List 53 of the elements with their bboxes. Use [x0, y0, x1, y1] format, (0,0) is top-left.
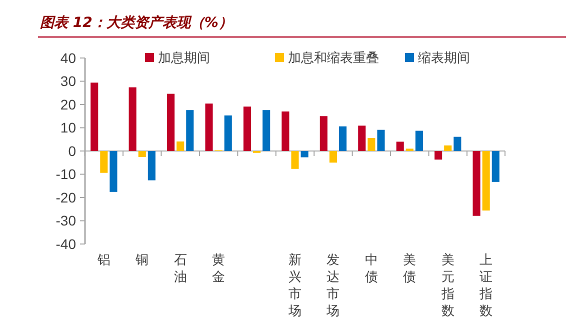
y-tick-label: -10	[56, 166, 76, 182]
bar	[148, 151, 156, 180]
bar	[358, 126, 366, 151]
bar	[368, 138, 376, 151]
x-tick-label: 发达市场	[326, 253, 340, 319]
bar	[329, 151, 337, 163]
bar	[167, 94, 175, 151]
bar	[396, 142, 404, 151]
x-tick-label: 美元指数	[440, 252, 454, 319]
bar	[492, 151, 500, 182]
bar	[444, 145, 452, 151]
bar	[377, 130, 385, 151]
bar	[176, 141, 184, 151]
y-tick-label: 20	[60, 96, 76, 112]
bar	[482, 151, 490, 211]
x-tick-label: 黄金	[212, 253, 226, 285]
bar	[90, 82, 98, 151]
x-tick-label: 铝	[96, 253, 110, 268]
bar	[338, 126, 347, 151]
bar	[128, 87, 136, 151]
bar	[262, 110, 270, 151]
chart-title: 图表 12：大类资产表现（%）	[40, 14, 232, 31]
bar	[454, 136, 462, 151]
bar	[320, 116, 328, 151]
x-tick-label: 美债	[403, 252, 416, 285]
y-tick-label: 40	[60, 50, 76, 66]
y-tick-label: -20	[56, 189, 76, 206]
y-tick-label: -30	[56, 212, 76, 229]
bar	[282, 111, 290, 151]
bar	[186, 110, 194, 151]
x-tick-label: 新兴市场	[288, 253, 302, 319]
x-tick-label: 上证指数	[478, 253, 493, 319]
x-tick-label: 石油	[174, 253, 187, 285]
bar	[291, 151, 299, 169]
bar	[415, 130, 423, 151]
bar	[300, 151, 308, 158]
y-tick-label: -40	[56, 236, 76, 252]
bar	[434, 151, 442, 160]
legend-label: 加息期间	[158, 51, 210, 66]
bar	[110, 151, 118, 192]
bar	[138, 151, 146, 158]
bar	[205, 104, 213, 151]
y-tick-label: 30	[60, 73, 76, 90]
bar	[224, 115, 232, 151]
x-tick-label: 中债	[364, 253, 378, 285]
legend-label: 加息和缩表重叠	[288, 51, 379, 66]
x-tick-label: 铜	[134, 253, 149, 268]
bar	[243, 106, 252, 151]
bar	[100, 151, 108, 173]
y-tick-label: 0	[68, 142, 76, 159]
legend-label: 缩表期间	[418, 51, 470, 66]
bar	[472, 151, 480, 216]
y-tick-label: 10	[60, 120, 76, 136]
